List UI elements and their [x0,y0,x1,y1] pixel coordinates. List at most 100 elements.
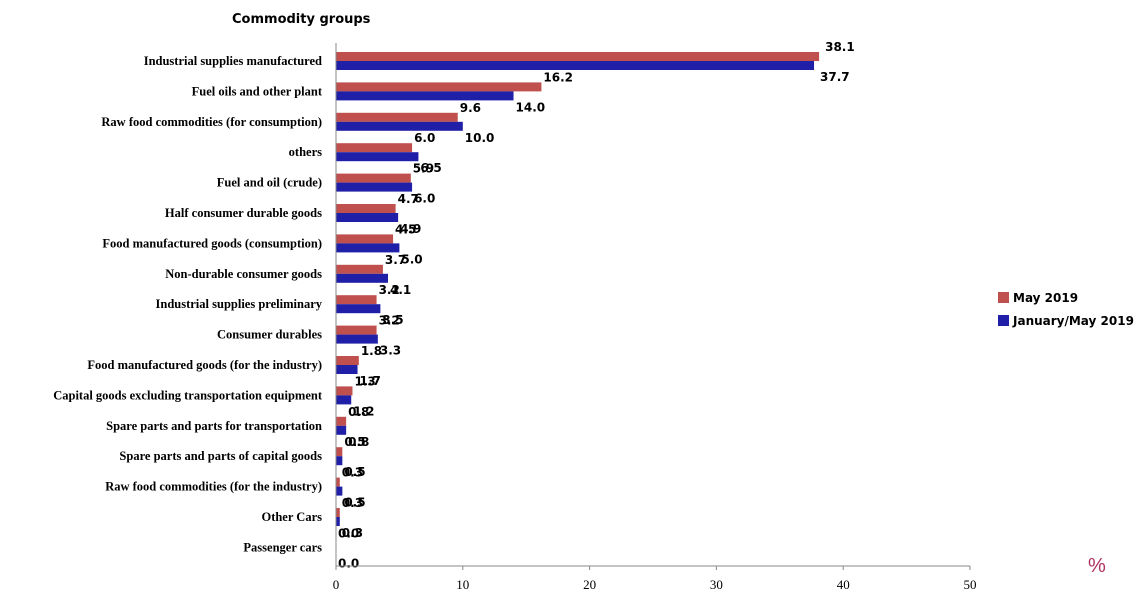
value-labels: 38.137.716.214.09.610.06.06.55.96.04.74.… [338,40,855,570]
value-label-may-2019: 0.8 [348,405,369,419]
category-label: Consumer durables [217,328,322,342]
category-label: Spare parts and parts for transportation [106,419,322,433]
value-label-jan-may-2019: 0.5 [344,465,365,479]
bar-may-2019 [336,173,411,183]
bar-jan-may-2019 [336,273,388,283]
value-label-may-2019: 0.5 [344,435,365,449]
category-label: Industrial supplies manufactured [144,54,322,68]
chart-title: Commodity groups [232,12,371,27]
category-label: Capital goods excluding transportation e… [53,388,323,402]
bar-jan-may-2019 [336,182,413,192]
category-label: Non-durable consumer goods [165,267,322,281]
x-axis: 0 10 20 30 40 50 [333,43,977,592]
bar-may-2019 [336,295,377,305]
bar-jan-may-2019 [336,243,400,253]
value-label-may-2019: 0.3 [342,466,363,480]
bar-jan-may-2019 [336,517,340,526]
value-label-may-2019: 9.6 [460,101,481,115]
bar-may-2019 [336,234,394,244]
category-label: Other Cars [261,510,322,524]
value-label-may-2019: 3.2 [379,283,400,297]
value-label-may-2019: 4.5 [395,222,416,236]
x-tick-label: 20 [583,577,596,592]
bar-may-2019 [336,416,347,426]
category-label: Food manufactured goods (consumption) [102,236,322,250]
x-tick-label: 50 [964,577,977,592]
category-label: Passenger cars [243,540,322,554]
bar-jan-may-2019 [336,456,343,466]
value-label-may-2019: 1.3 [354,374,375,388]
value-label-may-2019: 3.2 [379,314,400,328]
category-label: Fuel and oil (crude) [217,176,322,190]
bar-may-2019 [336,325,377,335]
bar-jan-may-2019 [336,334,378,344]
bar-jan-may-2019 [336,425,347,435]
category-label: Raw food commodities (for the industry) [105,480,322,494]
bar-may-2019 [336,143,413,153]
category-label: Spare parts and parts of capital goods [119,449,322,463]
value-label-jan-may-2019: 4.1 [390,283,411,297]
value-label-may-2019: 4.7 [398,192,419,206]
value-label-may-2019: 16.2 [543,70,573,84]
bar-jan-may-2019 [336,61,815,70]
value-label-jan-may-2019: 3.5 [382,313,403,327]
value-label-jan-may-2019: 0.0 [338,556,359,570]
value-label-may-2019: 0.0 [338,526,359,540]
category-label: Half consumer durable goods [165,206,322,220]
x-tick-label: 0 [333,577,340,592]
bar-jan-may-2019 [336,304,381,314]
value-label-jan-may-2019: 1.7 [360,374,381,388]
x-tick-label: 10 [456,577,469,592]
category-label: Raw food commodities (for consumption) [101,115,322,129]
bar-jan-may-2019 [336,91,514,101]
legend: May 2019 January/May 2019 [998,291,1134,328]
value-label-may-2019: 1.8 [361,344,382,358]
value-label-jan-may-2019: 4.9 [400,222,421,236]
unit-label: % [1088,555,1106,577]
bar-may-2019 [336,82,542,92]
value-label-may-2019: 3.7 [385,253,406,267]
category-label: Food manufactured goods (for the industr… [87,358,322,372]
bar-jan-may-2019 [336,365,358,374]
bar-may-2019 [336,264,383,274]
bar-jan-may-2019 [336,152,419,162]
value-label-may-2019: 6.0 [414,131,435,145]
category-label: others [289,145,322,159]
value-label-jan-may-2019: 0.5 [344,496,365,510]
bars-group [336,52,820,526]
bar-may-2019 [336,477,340,487]
bar-may-2019 [336,508,340,517]
value-label-may-2019: 38.1 [825,40,855,54]
value-label-jan-may-2019: 3.3 [380,344,401,358]
category-labels: Industrial supplies manufactured Fuel oil… [53,54,323,554]
bar-jan-may-2019 [336,486,343,496]
bar-jan-may-2019 [336,121,463,131]
value-label-jan-may-2019: 6.0 [414,192,435,206]
value-label-jan-may-2019: 14.0 [516,100,546,114]
value-label-jan-may-2019: 37.7 [820,70,850,84]
bar-may-2019 [336,112,458,122]
legend-label: January/May 2019 [1012,314,1134,328]
bar-may-2019 [336,52,820,61]
legend-swatch [998,315,1009,326]
value-label-jan-may-2019: 1.2 [353,404,374,418]
bar-jan-may-2019 [336,213,399,222]
value-label-jan-may-2019: 10.0 [465,131,495,145]
value-label-jan-may-2019: 0.8 [348,435,369,449]
bar-jan-may-2019 [336,395,352,405]
legend-label: May 2019 [1013,291,1078,305]
category-label: Industrial supplies preliminary [156,297,323,311]
x-tick-label: 30 [710,577,723,592]
bar-may-2019 [336,447,343,457]
bar-may-2019 [336,204,396,213]
value-label-may-2019: 0.3 [342,496,363,510]
value-label-jan-may-2019: 5.0 [401,252,422,266]
category-label: Fuel oils and other plant [192,84,323,98]
x-tick-label: 40 [837,577,850,592]
bar-may-2019 [336,386,353,396]
value-label-jan-may-2019: 6.5 [420,161,441,175]
value-label-jan-may-2019: 0.3 [342,526,363,540]
bar-may-2019 [336,356,359,365]
legend-swatch [998,292,1009,303]
